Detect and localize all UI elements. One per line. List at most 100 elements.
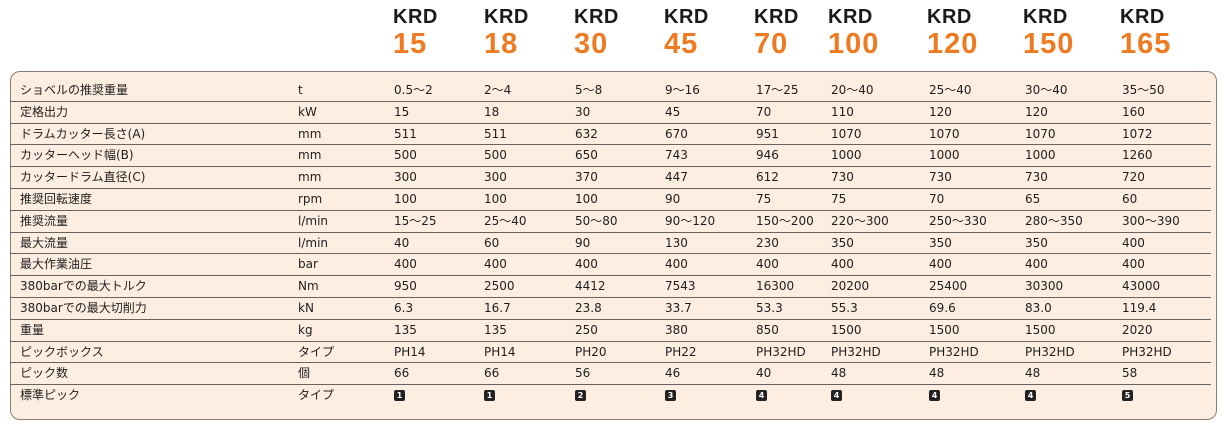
row-label: 推奨流量 [20,213,69,228]
row-label: 定格出力 [20,104,69,119]
table-cell: 23.8 [575,300,602,315]
table-cell: 90〜120 [665,213,716,228]
table-cell: 40 [756,366,772,381]
table-cell: 25〜40 [929,83,972,97]
pick-type-badge: 4 [756,388,767,403]
table-row: 推奨回転速度 rpm 100 100 100 90 75 75 70 65 60 [10,189,1211,211]
pick-type-badge: 4 [929,388,940,403]
table-cell: 1070 [1025,126,1056,141]
table-cell: 20〜40 [831,83,874,97]
table-cell: 90 [665,191,681,206]
table-cell: 400 [756,257,779,272]
table-cell: 1260 [1122,148,1153,163]
table-cell: 1500 [929,322,960,337]
table-row: 最大流量 l/min 40 60 90 130 230 350 350 350 400 [10,233,1211,255]
spec-table: ショベルの推奨重量 t 0.5〜2 2〜4 5〜8 9〜16 17〜25 20〜40 25〜40… [10,80,1211,407]
pick-number-icon: 4 [831,390,842,402]
table-cell: 100 [484,191,507,206]
table-cell: 130 [665,235,688,250]
table-cell: 1070 [929,126,960,141]
model-brand: KRD [754,6,799,28]
model-number: 150 [1023,28,1075,60]
pick-type-badge: 1 [484,388,495,403]
pick-number-icon: 2 [575,390,586,402]
pick-type-badge: 3 [665,388,676,403]
table-cell: 70 [929,191,945,206]
row-label: ピック数 [20,366,69,381]
table-cell: PH32HD [929,344,979,359]
table-cell: 1000 [1025,148,1056,163]
table-cell: 1000 [831,148,862,163]
table-cell: 69.6 [929,300,956,315]
table-cell: 66 [484,366,500,381]
table-cell: 30300 [1025,279,1064,294]
table-cell: 45 [665,104,681,119]
model-heading: KRD 120 [927,6,978,60]
table-cell: 2〜4 [484,83,512,97]
table-row: 重量 kg 135 135 250 380 850 1500 1500 1500 2020 [10,320,1211,342]
table-cell: 1500 [831,322,862,337]
table-cell: 400 [484,257,507,272]
model-brand: KRD [927,6,972,28]
table-cell: PH32HD [1025,344,1075,359]
row-unit: mm [298,148,322,163]
table-cell: 250 [575,322,598,337]
table-cell: 500 [394,148,417,163]
table-cell: 9〜16 [665,83,700,97]
table-cell: 18 [484,104,500,119]
table-cell: PH22 [665,344,697,359]
model-number: 45 [664,28,699,60]
table-cell: 230 [756,235,779,250]
model-heading: KRD 150 [1023,6,1074,60]
model-number: 100 [828,28,880,60]
row-label: 推奨回転速度 [20,191,93,206]
model-heading: KRD 70 [754,6,799,60]
table-cell: 400 [929,257,952,272]
pick-number-icon: 5 [1122,390,1133,402]
row-unit: タイプ [298,388,335,403]
table-cell: 250〜330 [929,213,987,228]
pick-type-badge: 4 [831,388,842,403]
table-cell: 16300 [756,279,795,294]
model-number: 15 [393,28,428,60]
table-cell: 17〜25 [756,83,799,97]
row-unit: Nm [298,279,319,294]
table-cell: 100 [575,191,598,206]
pick-number-icon: 3 [665,390,676,402]
table-cell: 7543 [665,279,696,294]
pick-type-badge: 4 [1025,388,1036,403]
table-cell: 75 [831,191,847,206]
table-cell: 83.0 [1025,300,1052,315]
table-cell: PH14 [394,344,426,359]
model-heading: KRD 165 [1120,6,1171,60]
table-cell: 632 [575,126,598,141]
table-cell: 16.7 [484,300,511,315]
row-unit: l/min [298,235,329,250]
table-cell: 55.3 [831,300,858,315]
table-cell: 15 [394,104,410,119]
table-cell: 120 [929,104,952,119]
table-row: カッターヘッド幅(B) mm 500 500 650 743 946 1000 1000 1000… [10,145,1211,168]
table-cell: 1000 [929,148,960,163]
table-cell: 350 [1025,235,1048,250]
row-label: 最大作業油圧 [20,257,93,272]
table-cell: 60 [484,235,500,250]
table-cell: PH32HD [831,344,881,359]
table-cell: 150〜200 [756,213,814,228]
model-heading: KRD 15 [393,6,438,60]
table-cell: PH32HD [1122,344,1172,359]
table-cell: 380 [665,322,688,337]
table-row: カッタードラム直径(C) mm 300 300 370 447 612 730 730 730 72… [10,167,1211,189]
row-label: 380barでの最大トルク [20,279,147,294]
table-cell: PH14 [484,344,516,359]
table-row: ドラムカッター長さ(A) mm 511 511 632 670 951 1070 1070 107… [10,124,1211,146]
model-brand: KRD [393,6,438,28]
table-cell: 612 [756,170,779,185]
table-cell: 650 [575,148,598,163]
row-unit: rpm [298,191,323,206]
model-number: 30 [574,28,609,60]
table-cell: 56 [575,366,591,381]
table-row: ショベルの推奨重量 t 0.5〜2 2〜4 5〜8 9〜16 17〜25 20〜40 25〜40… [10,80,1211,102]
row-label: カッターヘッド幅(B) [20,148,134,163]
table-row: 定格出力 kW 15 18 30 45 70 110 120 120 160 [10,102,1211,124]
